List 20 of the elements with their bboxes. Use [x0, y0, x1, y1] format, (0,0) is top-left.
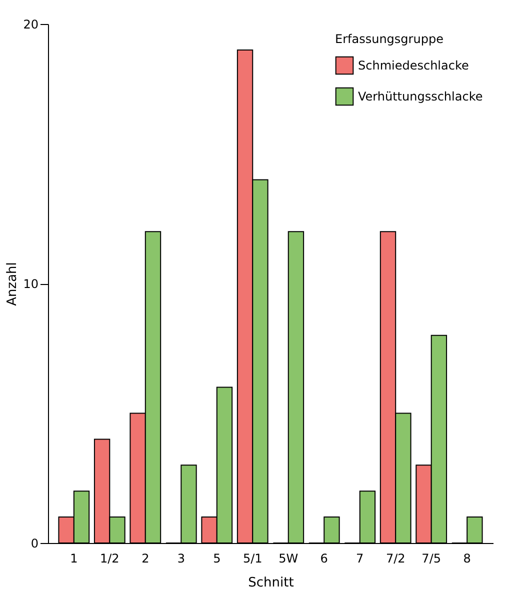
y-tick-label: 20: [23, 18, 38, 32]
legend-title: Erfassungsgruppe: [335, 32, 444, 46]
x-tick-label: 6: [320, 552, 328, 566]
x-tick-label: 7/2: [386, 552, 406, 566]
legend-label: Schmiedeschlacke: [358, 58, 469, 72]
x-tick-label: 5/1: [242, 552, 262, 566]
y-axis-title: Anzahl: [5, 262, 20, 306]
legend-label: Verhüttungsschlacke: [358, 90, 483, 104]
x-tick-label: 5: [213, 552, 221, 566]
y-tick-label: 0: [30, 536, 38, 550]
x-tick-label: 5W: [278, 552, 298, 566]
x-tick-label: 7: [356, 552, 364, 566]
y-tick-label: 10: [23, 277, 38, 291]
x-tick-label: 8: [463, 552, 471, 566]
x-tick-label: 2: [142, 552, 150, 566]
x-tick-label: 1: [70, 552, 78, 566]
x-tick-label: 7/5: [422, 552, 441, 566]
x-tick-label: 1/2: [100, 552, 120, 566]
x-axis-title: Schnitt: [248, 576, 294, 590]
x-tick-label: 3: [177, 552, 185, 566]
